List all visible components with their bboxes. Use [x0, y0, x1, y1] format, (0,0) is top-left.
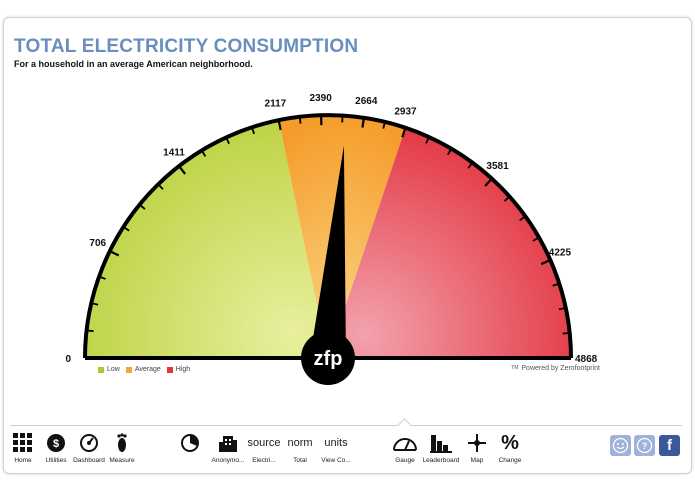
- powered-by-text: Powered by Zerofootprint: [521, 365, 600, 372]
- gauge-tick-label: 4868: [575, 354, 598, 365]
- measure-label: Measure: [109, 457, 135, 464]
- dashboard-label: Dashboard: [73, 457, 105, 464]
- svg-text:$: $: [53, 438, 59, 450]
- change-button[interactable]: % Change: [489, 431, 531, 465]
- norm-word: norm: [287, 437, 313, 449]
- legend-label-average: Average: [134, 366, 161, 373]
- anonymous-button[interactable]: Anonymo...: [207, 432, 249, 464]
- percent-icon: %: [501, 431, 519, 454]
- norm-button[interactable]: norm Total: [279, 432, 321, 464]
- gauge-icon: [384, 432, 426, 454]
- footprint-icon: [101, 432, 143, 454]
- legend-item-high: High: [166, 366, 191, 373]
- dashboard-button[interactable]: Dashboard: [68, 432, 110, 464]
- gauge-tick-label: 4225: [549, 248, 572, 259]
- gauge-zone-low: [85, 120, 328, 358]
- help-icon: ?: [636, 437, 653, 454]
- gauge-tick-label: 706: [89, 238, 106, 249]
- utilities-label: Utilities: [45, 457, 67, 464]
- legend-label-high: High: [175, 366, 191, 373]
- svg-text:?: ?: [642, 441, 648, 451]
- consumption-gauge: 0 706 1411 2117 2390 2664 2937 3581 4225 4868 zfp: [65, 93, 598, 385]
- page-subtitle: For a household in an average American n…: [14, 59, 253, 69]
- gauge-button[interactable]: Gauge: [384, 432, 426, 464]
- source-button[interactable]: source Electri...: [243, 432, 285, 464]
- speedometer-icon: [68, 432, 110, 454]
- gauge-tick-label: 2390: [310, 93, 333, 104]
- zfp-logo-text: zfp: [314, 348, 343, 370]
- gauge-tick-label: 1411: [163, 147, 185, 158]
- toolbar-divider: [10, 425, 682, 426]
- help-button[interactable]: ?: [634, 435, 655, 456]
- gauge-needle: [310, 145, 346, 360]
- legend-item-low: Low: [98, 366, 120, 373]
- zfp-hub-logo: [301, 331, 355, 385]
- leaderboard-label: Leaderboard: [422, 457, 460, 464]
- home-button[interactable]: Home: [2, 432, 44, 464]
- crosshair-icon: [456, 432, 498, 454]
- legend-swatch-low: [98, 366, 104, 373]
- legend-swatch-high: [166, 366, 173, 373]
- source-label: Electri...: [252, 457, 276, 464]
- gauge-label: Gauge: [395, 457, 415, 464]
- leaderboard-icon: [420, 432, 462, 454]
- utilities-button[interactable]: $ Utilities: [35, 432, 77, 464]
- leaderboard-button[interactable]: Leaderboard: [420, 432, 462, 464]
- page-title: TOTAL ELECTRICITY CONSUMPTION: [14, 36, 359, 57]
- gauge-tick-label: 2664: [355, 96, 378, 107]
- smiley-button[interactable]: [610, 435, 631, 456]
- gauge-tick-label: 0: [65, 354, 71, 365]
- change-label: Change: [498, 457, 522, 464]
- gauge-legend: Low Average High: [98, 366, 190, 373]
- map-label: Map: [470, 457, 484, 464]
- gauge-zone-high: [328, 127, 571, 358]
- anonymous-label: Anonymo...: [211, 457, 245, 464]
- powered-by[interactable]: TM Powered by Zerofootprint: [511, 365, 600, 372]
- units-word: units: [324, 437, 348, 449]
- legend-label-low: Low: [107, 366, 120, 373]
- gauge-tick-label: 2937: [394, 107, 417, 118]
- norm-label: Total: [293, 457, 307, 464]
- home-label: Home: [14, 457, 32, 464]
- smiley-icon: [612, 437, 629, 454]
- pie-chart-icon: [169, 432, 211, 454]
- gauge-tick-label: 3581: [486, 161, 509, 172]
- map-button[interactable]: Map: [456, 432, 498, 464]
- grid-icon: [2, 432, 44, 454]
- pie-chart-button[interactable]: [169, 432, 211, 454]
- source-word: source: [247, 437, 281, 449]
- units-button[interactable]: units View Co...: [315, 432, 357, 464]
- utilities-icon: $: [35, 432, 77, 454]
- trademark-mark: TM: [511, 365, 519, 371]
- facebook-button[interactable]: f: [659, 435, 680, 456]
- gauge-rim: [83, 113, 573, 359]
- gauge-tick-label: 2117: [265, 98, 287, 109]
- legend-swatch-average: [125, 366, 132, 373]
- bottom-toolbar: Home $ Utilities Dashboard Measure Anony…: [0, 432, 695, 472]
- legend-item-average: Average: [125, 366, 161, 373]
- facebook-icon: f: [667, 437, 672, 454]
- measure-button[interactable]: Measure: [101, 432, 143, 464]
- units-label: View Co...: [321, 457, 351, 464]
- building-icon: [207, 432, 249, 454]
